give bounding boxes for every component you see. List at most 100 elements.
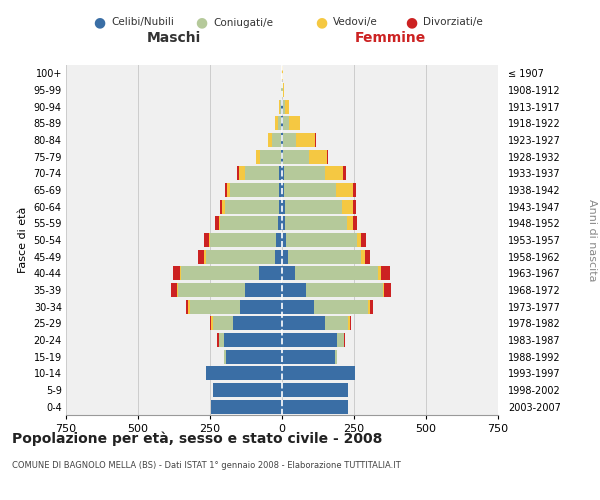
Text: ●: ● bbox=[195, 16, 207, 30]
Bar bbox=[178, 283, 245, 297]
Text: ●: ● bbox=[315, 16, 327, 30]
Bar bbox=[353, 216, 358, 230]
Bar bbox=[188, 300, 190, 314]
Bar bbox=[282, 183, 284, 197]
Bar bbox=[325, 316, 348, 330]
Bar bbox=[230, 183, 279, 197]
Text: ●: ● bbox=[405, 16, 417, 30]
Bar bbox=[240, 300, 282, 314]
Bar bbox=[282, 150, 283, 164]
Bar bbox=[353, 200, 356, 214]
Bar bbox=[295, 266, 379, 280]
Bar bbox=[326, 150, 328, 164]
Bar bbox=[282, 166, 284, 180]
Bar bbox=[226, 350, 282, 364]
Bar bbox=[286, 216, 347, 230]
Bar bbox=[209, 233, 210, 247]
Bar bbox=[180, 266, 181, 280]
Bar bbox=[368, 300, 370, 314]
Bar bbox=[379, 266, 382, 280]
Bar bbox=[245, 166, 279, 180]
Bar bbox=[361, 250, 365, 264]
Bar bbox=[281, 133, 282, 147]
Bar bbox=[284, 166, 325, 180]
Bar bbox=[282, 266, 295, 280]
Bar bbox=[225, 183, 227, 197]
Bar bbox=[310, 150, 326, 164]
Bar bbox=[213, 316, 233, 330]
Bar bbox=[223, 200, 225, 214]
Bar bbox=[210, 316, 211, 330]
Bar bbox=[382, 266, 390, 280]
Bar bbox=[307, 283, 383, 297]
Bar bbox=[278, 216, 282, 230]
Bar bbox=[190, 300, 240, 314]
Bar bbox=[225, 200, 278, 214]
Bar bbox=[185, 300, 188, 314]
Bar bbox=[260, 150, 281, 164]
Bar bbox=[325, 166, 343, 180]
Bar bbox=[282, 333, 337, 347]
Bar bbox=[282, 366, 355, 380]
Bar bbox=[282, 400, 348, 414]
Bar bbox=[173, 266, 180, 280]
Bar bbox=[289, 116, 300, 130]
Bar bbox=[204, 250, 206, 264]
Bar bbox=[238, 166, 239, 180]
Bar bbox=[337, 333, 344, 347]
Bar bbox=[283, 83, 284, 97]
Bar bbox=[383, 283, 384, 297]
Text: Celibi/Nubili: Celibi/Nubili bbox=[111, 18, 174, 28]
Text: Vedovi/e: Vedovi/e bbox=[333, 18, 378, 28]
Bar bbox=[288, 250, 361, 264]
Bar bbox=[282, 216, 286, 230]
Bar bbox=[259, 266, 282, 280]
Bar bbox=[181, 266, 259, 280]
Bar bbox=[296, 133, 315, 147]
Text: Divorziati/e: Divorziati/e bbox=[423, 18, 483, 28]
Bar bbox=[278, 116, 281, 130]
Bar bbox=[278, 200, 282, 214]
Bar bbox=[275, 250, 282, 264]
Bar bbox=[283, 150, 310, 164]
Bar bbox=[210, 233, 276, 247]
Bar bbox=[215, 216, 218, 230]
Bar bbox=[282, 133, 283, 147]
Bar bbox=[348, 316, 350, 330]
Bar bbox=[344, 333, 346, 347]
Bar bbox=[282, 250, 288, 264]
Bar bbox=[279, 166, 282, 180]
Bar bbox=[282, 283, 307, 297]
Bar bbox=[233, 316, 282, 330]
Bar bbox=[256, 150, 260, 164]
Bar bbox=[177, 283, 178, 297]
Bar bbox=[282, 316, 325, 330]
Bar bbox=[353, 183, 356, 197]
Bar bbox=[285, 100, 289, 114]
Bar bbox=[282, 233, 286, 247]
Bar bbox=[220, 216, 278, 230]
Bar bbox=[275, 116, 278, 130]
Bar bbox=[281, 116, 282, 130]
Bar bbox=[280, 100, 281, 114]
Bar bbox=[279, 183, 282, 197]
Bar bbox=[211, 316, 213, 330]
Bar bbox=[218, 333, 224, 347]
Bar bbox=[224, 350, 226, 364]
Bar bbox=[336, 183, 353, 197]
Bar bbox=[282, 300, 314, 314]
Bar bbox=[343, 200, 353, 214]
Bar bbox=[282, 200, 285, 214]
Bar bbox=[218, 216, 220, 230]
Text: Femmine: Femmine bbox=[355, 31, 425, 45]
Bar bbox=[217, 333, 218, 347]
Bar bbox=[283, 116, 289, 130]
Bar bbox=[370, 300, 373, 314]
Text: Coniugati/e: Coniugati/e bbox=[213, 18, 273, 28]
Bar bbox=[361, 233, 367, 247]
Bar bbox=[279, 100, 280, 114]
Bar bbox=[384, 283, 391, 297]
Bar bbox=[245, 283, 282, 297]
Bar bbox=[285, 200, 343, 214]
Bar bbox=[268, 133, 272, 147]
